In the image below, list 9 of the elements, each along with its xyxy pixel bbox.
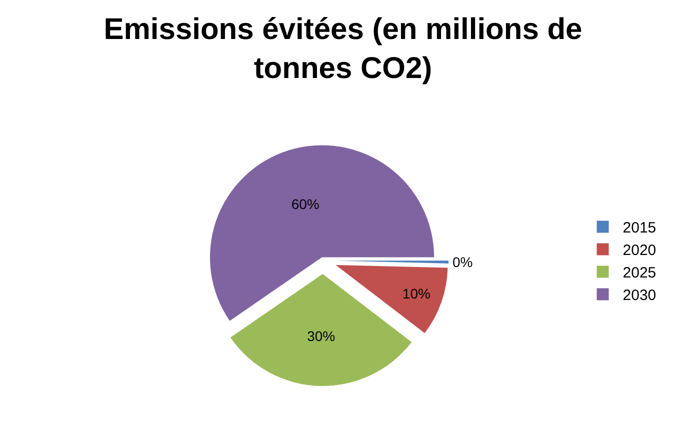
chart-title: Emissions évitées (en millions de tonnes CO2) bbox=[104, 12, 582, 85]
legend-label: 2025 bbox=[622, 264, 656, 282]
data-label: 10% bbox=[402, 285, 430, 302]
legend-label: 2015 bbox=[622, 220, 656, 237]
data-label: 30% bbox=[307, 328, 336, 344]
legend-label: 2020 bbox=[622, 242, 656, 260]
data-label: 0% bbox=[452, 254, 473, 270]
data-label: 60% bbox=[291, 196, 320, 212]
legend-label: 2030 bbox=[622, 287, 656, 304]
